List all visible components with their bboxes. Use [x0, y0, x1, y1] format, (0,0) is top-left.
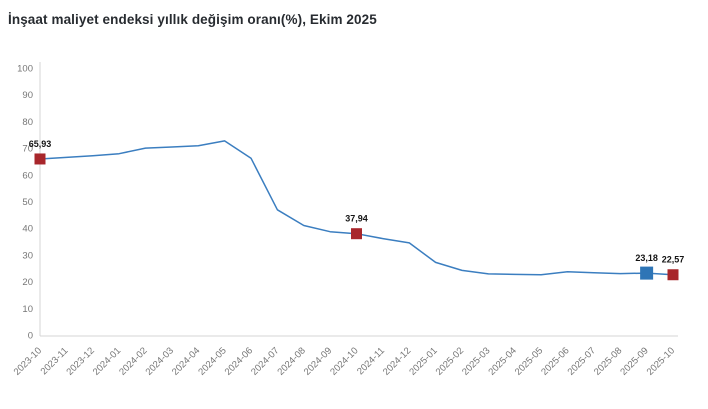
y-tick-label: 10 [22, 304, 33, 315]
y-tick-label: 20 [22, 277, 33, 288]
data-point-label: 23,18 [635, 253, 658, 263]
data-point-label: 65,93 [29, 139, 52, 149]
y-tick-label: 70 [22, 144, 33, 155]
x-tick-label: 2024-02 [117, 345, 149, 377]
x-tick-label: 2024-06 [223, 345, 255, 377]
x-tick-label: 2024-08 [275, 345, 307, 377]
x-tick-label: 2023-10 [12, 345, 44, 377]
x-tick-label: 2024-04 [170, 345, 202, 377]
data-point-label: 22,57 [662, 255, 685, 265]
x-tick-label: 2025-01 [407, 345, 439, 377]
y-tick-label: 0 [28, 331, 33, 342]
y-tick-label: 100 [17, 64, 33, 75]
data-marker [351, 228, 362, 240]
x-tick-label: 2023-12 [64, 345, 96, 377]
y-tick-label: 50 [22, 197, 33, 208]
data-point-label: 37,94 [345, 214, 368, 224]
x-tick-label: 2024-10 [328, 345, 360, 377]
x-tick-label: 2024-01 [91, 345, 123, 377]
data-marker [34, 153, 46, 165]
chart-title: İnşaat maliyet endeksi yıllık değişim or… [8, 12, 377, 27]
x-tick-label: 2024-05 [196, 345, 228, 377]
x-tick-label: 2025-04 [486, 345, 518, 377]
y-tick-label: 40 [22, 224, 33, 235]
y-tick-label: 80 [22, 117, 33, 128]
y-tick-label: 90 [22, 90, 33, 101]
trend-line [39, 140, 674, 276]
x-tick-label: 2025-07 [566, 345, 598, 377]
x-tick-label: 2025-02 [434, 345, 466, 377]
x-tick-label: 2025-10 [645, 345, 677, 377]
y-tick-label: 30 [22, 250, 33, 261]
data-marker [640, 266, 654, 280]
y-tick-label: 60 [22, 170, 33, 181]
x-tick-label: 2025-03 [460, 345, 492, 377]
x-tick-label: 2025-08 [592, 345, 624, 377]
x-tick-label: 2025-06 [539, 345, 571, 377]
x-tick-label: 2024-03 [144, 345, 176, 377]
x-tick-label: 2025-05 [513, 345, 545, 377]
x-tick-label: 2024-07 [249, 345, 281, 377]
x-tick-label: 2024-09 [302, 345, 334, 377]
data-marker [667, 269, 679, 281]
x-tick-label: 2025-09 [618, 345, 650, 377]
x-tick-label: 2024-12 [381, 345, 413, 377]
